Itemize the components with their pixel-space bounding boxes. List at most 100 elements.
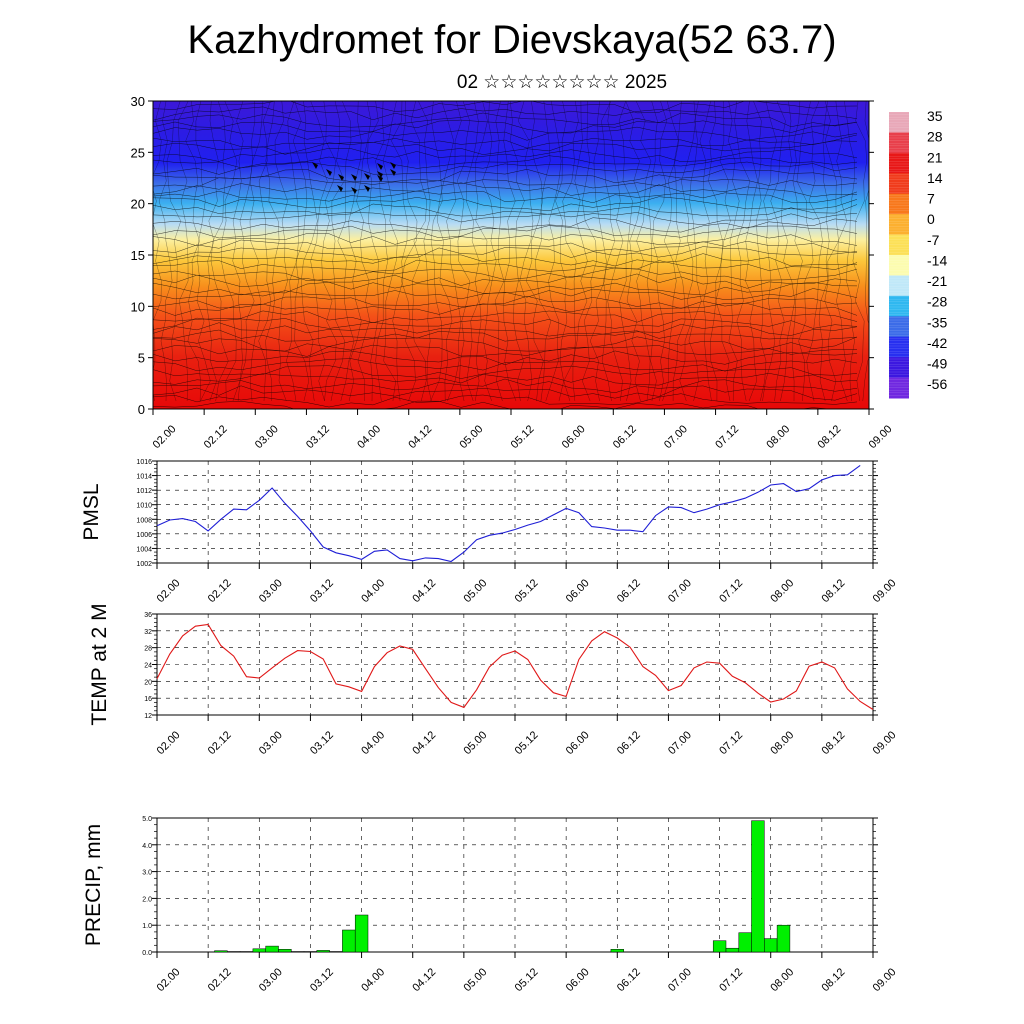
precip-bar xyxy=(329,951,343,953)
y-tick-label: 10 xyxy=(131,299,145,314)
x-tick-label: 08.12 xyxy=(819,577,847,605)
streamline xyxy=(418,101,432,402)
colorbar-swatch xyxy=(889,295,909,317)
colorbar-swatch xyxy=(889,173,909,195)
streamline xyxy=(852,101,867,402)
colorbar-swatch xyxy=(889,275,909,297)
x-tick-label: 08.00 xyxy=(768,966,796,994)
streamline xyxy=(153,212,858,226)
precip-bar xyxy=(712,940,727,953)
x-tick-label: 06.12 xyxy=(615,577,643,605)
streamline xyxy=(474,101,491,402)
streamline xyxy=(545,101,562,402)
pmsl-ylabel: PMSL xyxy=(80,483,103,540)
x-tick-label: 08.12 xyxy=(819,966,847,994)
x-tick-label: 06.00 xyxy=(564,577,592,605)
colorbar-label: -49 xyxy=(927,356,947,372)
x-tick-label: 09.00 xyxy=(871,729,899,757)
wind-barb xyxy=(377,175,383,182)
streamline xyxy=(494,101,505,402)
wind-barb xyxy=(338,174,344,181)
streamline xyxy=(796,101,814,402)
y-tick-label: 1012 xyxy=(136,488,152,495)
y-tick-label: 1006 xyxy=(136,532,152,539)
streamline xyxy=(153,225,858,239)
streamline xyxy=(646,101,658,402)
streamline xyxy=(153,140,858,155)
streamline xyxy=(153,148,858,162)
x-tick-label: 07.12 xyxy=(717,729,745,757)
streamline xyxy=(356,101,372,402)
x-tick-label: 04.00 xyxy=(359,729,387,757)
streamline xyxy=(310,101,328,402)
streamline xyxy=(153,288,858,300)
streamline xyxy=(274,101,288,402)
x-tick-label: 08.12 xyxy=(819,729,847,757)
colorbar-swatch xyxy=(889,316,909,338)
streamline xyxy=(818,101,830,402)
x-tick-label: 06.00 xyxy=(564,729,592,757)
colorbar-label: 21 xyxy=(927,149,943,165)
colorbar-label: -14 xyxy=(927,252,947,268)
streamline xyxy=(436,101,454,402)
x-tick-label: 03.12 xyxy=(308,966,336,994)
x-tick-label: 03.00 xyxy=(257,966,285,994)
streamline xyxy=(503,101,517,402)
colorbar-swatch xyxy=(889,214,909,236)
streamline xyxy=(153,246,858,261)
streamline xyxy=(662,101,679,402)
streamline xyxy=(153,259,858,272)
streamline xyxy=(525,101,544,402)
panel-frame xyxy=(156,613,874,716)
streamline xyxy=(517,101,534,402)
streamline xyxy=(153,232,858,247)
wind-barb xyxy=(326,169,332,176)
x-tick-label: 02.12 xyxy=(206,577,234,605)
streamline xyxy=(824,101,839,402)
pmsl-panel: 1016 1014 1012 1010 1008 1006 1004 1002 02.00 02.… xyxy=(80,459,899,605)
x-tick-label: 02.00 xyxy=(151,423,179,451)
x-tick-label: 03.12 xyxy=(308,577,336,605)
wind-barb xyxy=(390,162,396,169)
colorbar-label: -42 xyxy=(927,335,947,351)
streamline xyxy=(221,101,238,402)
precip-bar xyxy=(751,820,765,953)
colorbar-label: 35 xyxy=(927,108,943,124)
y-tick-label: 1002 xyxy=(136,561,152,568)
wind-barb xyxy=(337,185,343,192)
streamline xyxy=(572,101,588,402)
streamline xyxy=(762,101,777,402)
streamline xyxy=(618,101,633,402)
streamline xyxy=(780,101,796,402)
y-tick-label: 1014 xyxy=(136,474,152,481)
temp-panel: 36 32 28 24 20 16 12 02.00 02.12 03.00 03.12 04.00 0… xyxy=(88,603,899,757)
y-tick-label: 20 xyxy=(131,197,145,212)
y-tick-label: 20 xyxy=(144,679,152,686)
streamline xyxy=(391,101,408,402)
x-tick-label: 07.00 xyxy=(662,423,690,451)
y-tick-label: 1004 xyxy=(136,546,152,553)
streamline xyxy=(153,106,858,121)
streamline xyxy=(375,101,389,402)
precip-bar xyxy=(764,938,778,953)
streamline xyxy=(153,373,858,386)
x-tick-label: 07.12 xyxy=(713,423,741,451)
streamline xyxy=(367,101,379,402)
streamline xyxy=(153,155,858,169)
streamline xyxy=(153,253,858,267)
y-tick-label: 24 xyxy=(144,663,152,670)
streamline xyxy=(446,101,462,402)
colorbar-label: -21 xyxy=(927,273,947,289)
streamline xyxy=(153,101,162,402)
streamline xyxy=(153,182,858,197)
x-tick-label: 07.00 xyxy=(666,729,694,757)
streamline xyxy=(153,400,833,409)
x-tick-label: 08.00 xyxy=(764,423,792,451)
colorbar-swatch xyxy=(889,112,909,133)
streamline xyxy=(153,365,858,379)
x-tick-label: 08.12 xyxy=(815,423,843,451)
streamline xyxy=(249,101,264,402)
streamline xyxy=(534,101,552,402)
x-tick-label: 06.12 xyxy=(615,966,643,994)
